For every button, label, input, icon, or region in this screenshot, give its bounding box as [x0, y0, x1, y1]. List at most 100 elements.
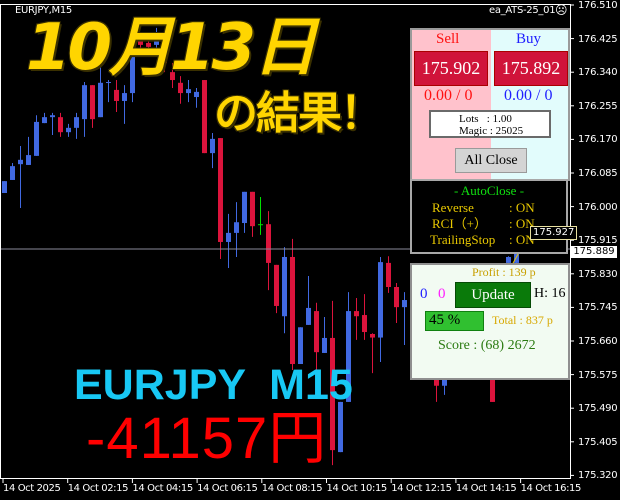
candle-bear	[434, 377, 439, 386]
update-button[interactable]: Update	[455, 282, 531, 308]
price-tick-label: 176.340	[578, 67, 618, 79]
candle-bull	[346, 311, 351, 402]
candle-bear	[354, 311, 359, 317]
candle-bear	[370, 334, 375, 338]
buy-button[interactable]: 175.892	[494, 51, 568, 86]
progress-bar	[425, 311, 557, 331]
row-value: : ON	[509, 216, 535, 231]
price-tick-label: 176.425	[578, 33, 618, 45]
time-tick-label: 14 Oct 10:15	[326, 483, 388, 494]
buy-label: Buy	[516, 31, 542, 47]
price-tick-label: 175.915	[578, 235, 618, 247]
chart-frame	[0, 4, 571, 479]
candle-bull	[306, 307, 311, 325]
autoclose-row-trailing: TrailingStop : ON	[412, 232, 566, 248]
time-tick-label: 14 Oct 16:15	[520, 483, 582, 494]
status-panel: Profit : 139 p 0 0 Update H: 16 45 % Tot…	[410, 263, 570, 380]
price-tick-label: 176.255	[578, 100, 618, 112]
time-tick-label: 14 Oct 04:15	[132, 483, 193, 494]
candle-bear	[90, 85, 95, 120]
price-tick-label: 175.660	[578, 336, 618, 347]
candle-bear	[170, 72, 175, 81]
row-value: : ON	[509, 232, 535, 247]
time-tick-label: 14 Oct 12:15	[391, 483, 452, 494]
candle-bull	[106, 82, 111, 84]
candle-bear	[394, 287, 399, 308]
count-blue: 0	[420, 286, 428, 302]
candle-bear	[362, 315, 367, 333]
candle-bear	[266, 224, 271, 263]
candle-bull	[186, 89, 191, 94]
candle-bull	[234, 222, 239, 233]
candle-bear	[146, 42, 151, 47]
trailing-stop-price-label: 175.927	[530, 226, 578, 240]
frown-face-icon[interactable]: ☹	[555, 3, 568, 17]
autoclose-row-rci: RCI（+） : ON	[412, 216, 566, 232]
lots-value: Lots : 1.00	[459, 113, 512, 125]
candle-bull	[74, 117, 79, 128]
time-tick-label: 14 Oct 02:15	[67, 483, 129, 494]
candle-bear	[218, 138, 223, 242]
candle-bull	[26, 155, 31, 165]
candle-bear	[178, 82, 183, 94]
sell-position: 0.00 / 0	[424, 87, 473, 104]
time-tick-label: 14 Oct 14:15	[455, 483, 517, 494]
autoclose-title: - AutoClose -	[453, 183, 525, 198]
row-value: : ON	[509, 200, 535, 215]
candle-bull	[442, 377, 447, 386]
price-tick-label: 176.510	[578, 0, 618, 11]
candle-bear	[386, 262, 391, 287]
autoclose-row-reverse: Reverse : ON	[412, 200, 566, 216]
date-title: 10月13日	[26, 11, 317, 85]
symbol-label: EURJPY,M15	[15, 5, 72, 16]
price-tick-label: 176.170	[578, 134, 618, 146]
candle-bull	[514, 253, 519, 263]
candle-bull	[242, 191, 247, 224]
candle-bear	[314, 311, 319, 353]
all-close-button[interactable]: All Close	[455, 148, 527, 173]
score-label: Score : (68) 2672	[438, 338, 536, 353]
candle-bull	[66, 127, 71, 133]
candle-bull	[338, 401, 343, 453]
total-label: Total : 837 p	[492, 313, 553, 327]
candle-bull	[18, 159, 23, 165]
candle-bull	[378, 262, 383, 338]
candle-bull	[2, 181, 7, 193]
price-tick-label: 176.000	[578, 201, 618, 213]
trade-panel: Sell Buy 175.902 175.892 0.00 / 0 0.00 /…	[410, 28, 570, 181]
candle-bull	[10, 166, 15, 180]
price-tick-label: 175.575	[578, 369, 618, 381]
subtitle: の結果！	[214, 88, 384, 139]
candle-bull	[122, 93, 127, 101]
candle-bull	[98, 82, 103, 118]
profit-label: Profit : 139 p	[472, 265, 536, 279]
count-magenta: 0	[438, 286, 446, 302]
price-tick-label: 176.085	[578, 168, 618, 179]
candle-bull	[506, 256, 511, 263]
time-tick-label: 14 Oct 08:15	[261, 483, 323, 494]
row-label: TrailingStop	[430, 232, 496, 247]
candle-bear	[202, 80, 207, 154]
row-label: Reverse	[432, 200, 474, 215]
candle-bear	[250, 191, 255, 227]
row-label: RCI（+）	[432, 216, 488, 231]
magic-value: Magic : 25025	[459, 125, 524, 137]
current-price-label: 175.889	[571, 246, 617, 258]
candle-bull	[226, 232, 231, 242]
expert-name: ea_ATS-25_01	[489, 5, 556, 16]
candle-bull	[322, 337, 327, 353]
time-tick-label: 14 Oct 06:15	[197, 483, 258, 494]
time-tick-label: 14 Oct 2025	[3, 483, 61, 494]
price-tick-label: 175.490	[578, 403, 618, 415]
candle-bull	[42, 117, 47, 124]
candle-bull	[210, 138, 215, 154]
candle-bear	[290, 256, 295, 365]
autoclose-panel: - AutoClose - Reverse : ON RCI（+） : ON T…	[410, 179, 568, 254]
candle-bear	[162, 38, 167, 64]
candle-bear	[114, 89, 119, 101]
candle-bear	[490, 377, 495, 402]
candle-bull	[50, 115, 55, 118]
sell-button[interactable]: 175.902	[414, 51, 488, 86]
